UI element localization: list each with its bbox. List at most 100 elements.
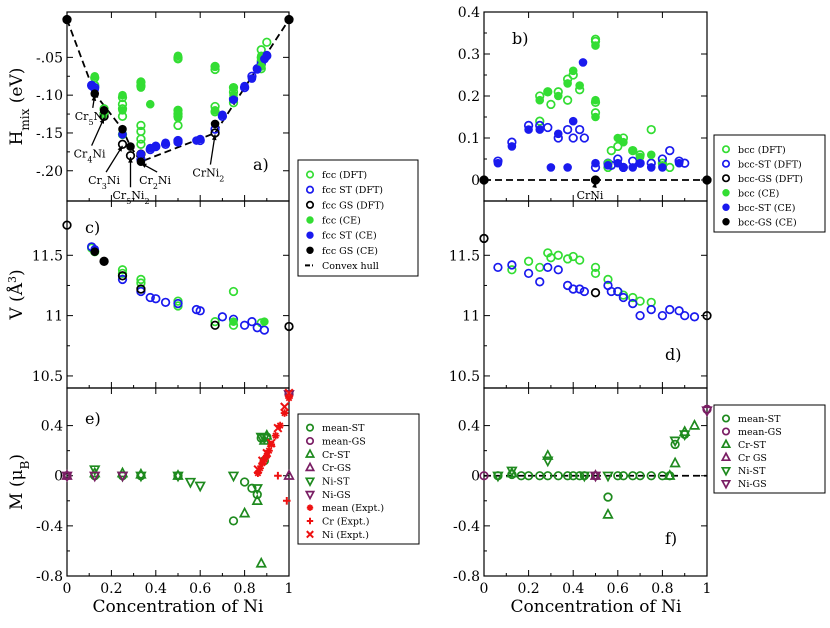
data-point [99,105,109,115]
annotation-label: Cr4Ni [74,148,106,165]
data-point [613,133,623,143]
data-point [613,471,623,481]
data-point [262,448,272,458]
data-point [646,124,656,135]
panel-e: -0.8 -0.4 0 0.4 0 0.2 0.4 0.6 0.8 1 e) M (μB) [7,387,295,597]
legend-label: bcc-ST (CE) [738,203,795,214]
series-cr-st [506,418,701,519]
legend-label: Cr-GS [322,463,351,474]
y-axis-title: M (μB) [7,454,32,510]
series-cr-st [89,429,273,568]
data-point [194,481,206,493]
data-point [151,141,161,151]
data-point [61,471,73,483]
data-point [523,268,534,279]
data-point [591,158,600,168]
x-tick-label: 0 [480,581,489,597]
data-point [492,471,504,483]
data-point [628,163,638,172]
y-tick-label: 0 [471,469,480,485]
data-point [253,464,263,474]
series-fcc-gs-ce- [62,15,294,166]
data-point [635,310,645,321]
data-point [117,271,128,281]
data-point [173,137,183,147]
legend-label: mean-GS [738,427,782,438]
series-fcc-ce- [90,51,266,123]
legend-swatch [721,145,731,154]
y-tick-label: 11 [462,309,480,325]
data-point [562,95,573,105]
data-point [210,62,220,71]
legend-frame [297,159,419,277]
x-axis-title-left: Concentration of Ni [93,597,264,617]
data-point [628,146,638,155]
data-point [546,163,556,172]
data-point [251,484,263,495]
data-point [678,430,691,441]
series-fcc-st-ce- [87,50,272,159]
data-point [284,15,294,24]
data-point [285,394,293,402]
data-point [254,469,262,478]
data-point [688,418,701,430]
legend-label: bcc-ST (DFT) [738,159,802,170]
data-point [579,286,589,297]
legend-swatch [305,436,315,446]
plot-frame [66,200,290,389]
data-point [568,284,578,294]
data-point [674,306,684,316]
legend-swatch [720,479,732,490]
legend-label: mean (Expt.) [322,503,384,514]
x-tick-label: 0 [63,581,72,597]
data-point [173,51,183,61]
data-point [553,91,563,101]
series-fcc-dft- [86,243,266,330]
data-point [543,262,553,273]
data-point [578,58,588,67]
data-point [195,306,205,316]
data-point [62,15,72,24]
panel-a: -.20 -.15 -.10 -.05 Cr5Ni Cr4Ni Cr3NiCr5Ni2Cr2… [7,11,294,206]
data-point [665,162,675,173]
panel-label: d) [665,345,681,364]
data-point [506,466,518,478]
y-tick-label: -0.4 [36,519,63,535]
data-point [635,471,645,481]
data-point [602,471,614,483]
panel-label: a) [253,155,269,174]
y-tick-label: 0.4 [458,419,480,435]
series-bcc-gs-dft- [479,233,712,321]
annotation-arrowhead [128,157,133,163]
data-point [210,320,220,330]
x-tick-label: 0.2 [100,581,122,597]
legend-swatch [305,170,315,179]
data-point [523,471,534,481]
data-point [479,175,489,185]
data-point [479,471,489,481]
legend-frame [297,413,420,545]
data-point [542,449,554,460]
data-point [507,142,517,151]
annotation-label: CrNi [577,189,604,202]
data-point [619,137,628,147]
x-tick-label: 0.6 [607,581,629,597]
data-point [575,284,585,294]
series-bcc-ce- [535,41,667,170]
data-point [117,139,128,149]
y-tick-label: 10.5 [449,369,480,385]
data-point [507,265,517,275]
data-point [136,139,146,149]
data-point [210,316,220,327]
y-tick-label: -.15 [36,126,63,142]
data-point [613,158,623,168]
legend-swatch [720,438,732,449]
data-point [145,99,155,109]
data-point [136,149,146,159]
annotation-arrowhead [140,163,147,168]
data-point [195,134,205,144]
series-fcc-gs-ce- [90,247,109,266]
data-point [135,467,147,479]
y-tick-label: 0.3 [458,47,480,63]
data-point [553,471,563,481]
